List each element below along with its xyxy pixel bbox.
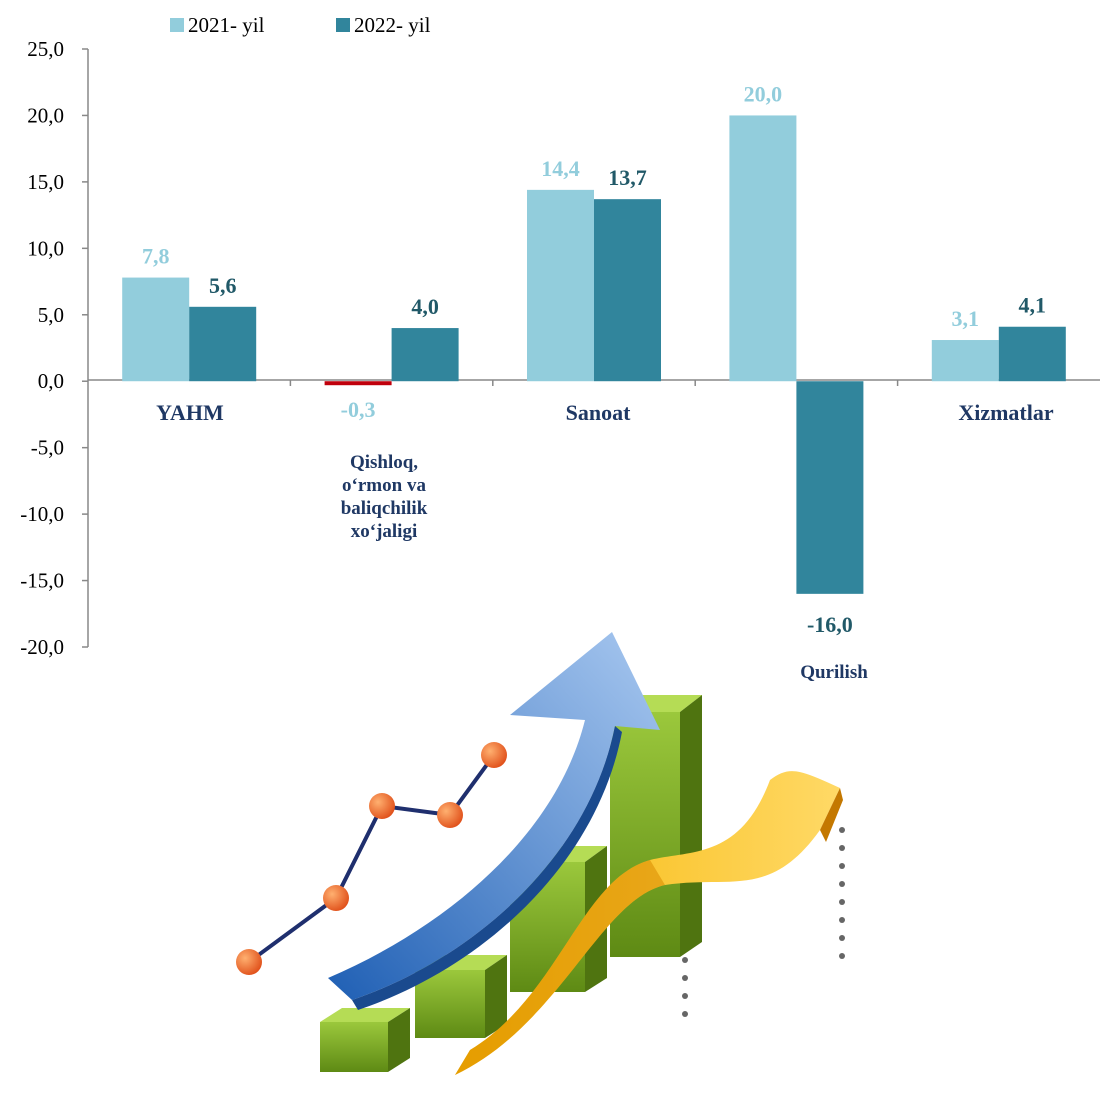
category-label: xo‘jaligi: [351, 521, 418, 542]
data-label: 4,1: [1019, 293, 1047, 318]
y-tick-label: 5,0: [38, 303, 64, 327]
y-tick-label: 15,0: [27, 170, 64, 194]
bar-2022: [796, 381, 864, 594]
green-bar-4: [610, 695, 702, 957]
legend-label-2021: 2021- yil: [188, 13, 265, 37]
category-labels: YAHM Qishloq,o‘rmon vabaliqchilikxo‘jalig…: [156, 400, 1054, 683]
dotted-lines: [682, 827, 845, 1017]
bar-2022: [189, 306, 257, 382]
y-tick-label: 10,0: [27, 236, 64, 260]
bar-2021: [729, 115, 797, 382]
data-label: 14,4: [541, 156, 580, 181]
x-axis-ticks: [289, 380, 899, 386]
legend-swatch-2022: [336, 18, 350, 32]
y-tick-label: -5,0: [31, 436, 64, 460]
legend-swatch-2021: [170, 18, 184, 32]
bar-2021: [122, 277, 190, 382]
bar-2022: [391, 328, 459, 382]
y-tick-label: -15,0: [20, 569, 64, 593]
data-label: 20,0: [744, 81, 783, 106]
legend-label-2022: 2022- yil: [354, 13, 431, 37]
bar-2021: [324, 381, 392, 386]
data-label: 3,1: [952, 306, 980, 331]
y-tick-label: -10,0: [20, 502, 64, 526]
category-label: Xizmatlar: [958, 400, 1054, 425]
bars: [122, 115, 1066, 594]
bar-2022: [998, 326, 1066, 382]
y-tick-label: 25,0: [27, 37, 64, 61]
category-label: Qurilish: [800, 662, 868, 683]
data-label: 13,7: [608, 165, 647, 190]
y-tick-label: 0,0: [38, 369, 64, 393]
data-label: 7,8: [142, 244, 170, 269]
category-label: baliqchilik: [341, 498, 428, 519]
blue-arrow: [328, 632, 660, 1010]
data-label: -0,3: [341, 397, 376, 422]
legend: 2021- yil 2022- yil: [170, 13, 431, 37]
ball-line: [236, 742, 507, 975]
gold-ribbon: [455, 771, 843, 1075]
data-labels: 7,8 5,6 -0,3 4,0 14,4 13,7 20,0 -16,0 3,1 4,1: [142, 81, 1046, 636]
bar-2021: [527, 189, 594, 382]
y-tick-label: 20,0: [27, 103, 64, 127]
category-label: YAHM: [156, 400, 224, 425]
data-label: -16,0: [807, 612, 853, 637]
category-label: o‘rmon va: [342, 475, 426, 496]
growth-arrow-bars-illustration: [236, 632, 845, 1075]
y-axis: 25,0 20,0 15,0 10,0 5,0 0,0 -5,0 -10,0 -15,0 -20,…: [20, 37, 88, 659]
green-bar-1: [320, 1008, 410, 1072]
bar-2021: [931, 340, 999, 382]
category-label: Qishloq,: [350, 452, 418, 473]
category-label: Sanoat: [566, 400, 631, 425]
bar-2022: [594, 199, 661, 382]
y-tick-label: -20,0: [20, 635, 64, 659]
data-label: 5,6: [209, 273, 237, 298]
data-label: 4,0: [411, 294, 439, 319]
